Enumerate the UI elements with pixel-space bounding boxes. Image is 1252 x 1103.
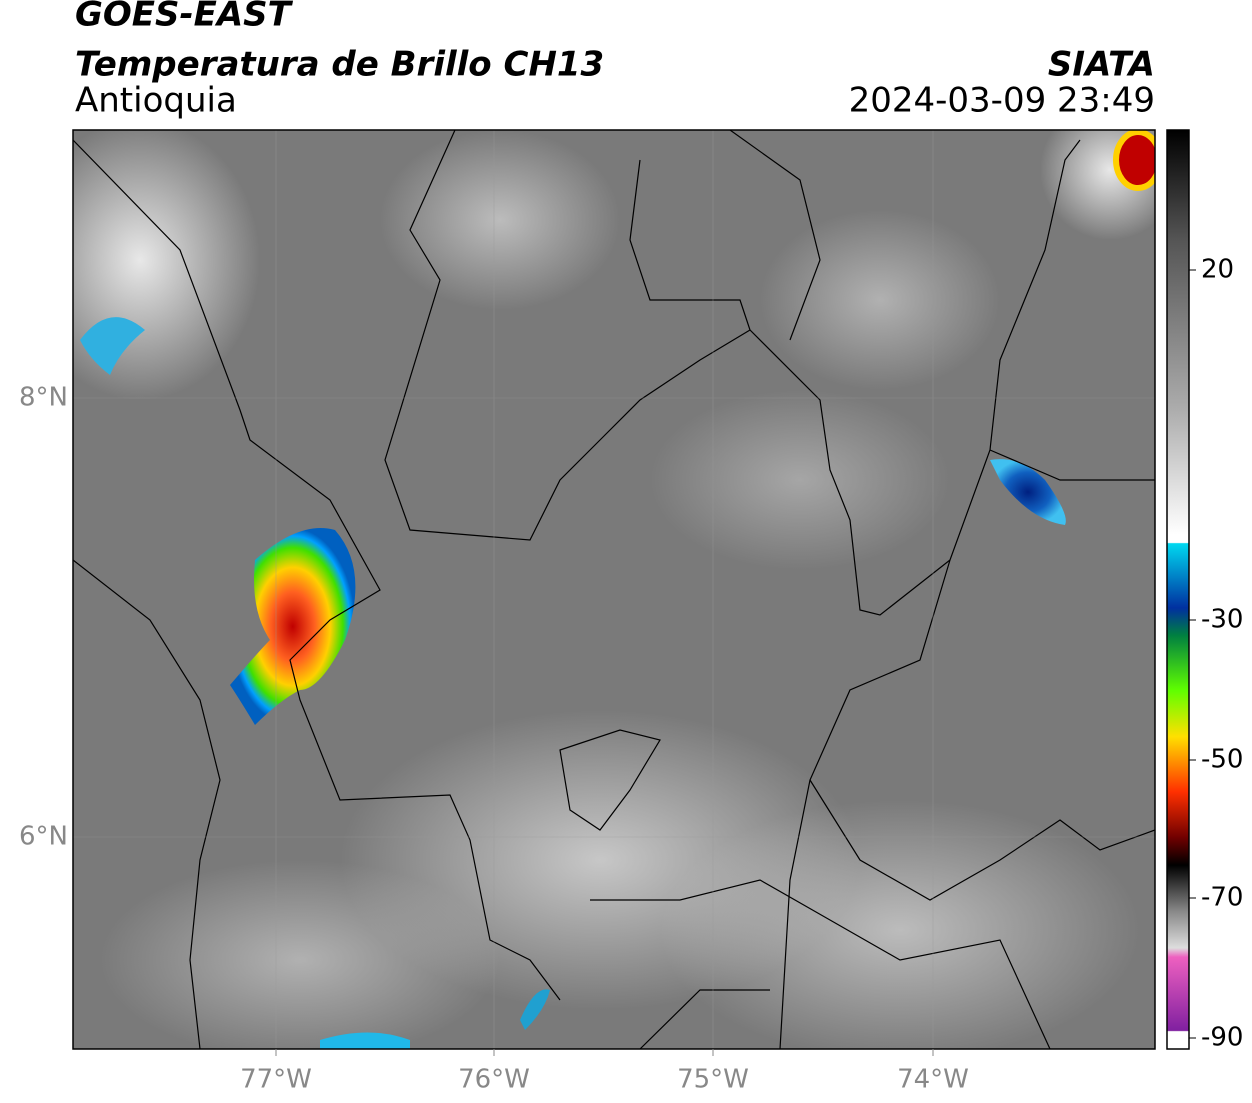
colorbar-label: -70: [1201, 883, 1243, 913]
lon-label: 77°W: [240, 1065, 312, 1095]
colorbar-label: -50: [1201, 745, 1243, 775]
colorbar-label: -30: [1201, 605, 1243, 635]
lon-label: 75°W: [677, 1065, 749, 1095]
colorbar-label: 20: [1201, 255, 1234, 285]
subtitle: Temperatura de Brillo CH13: [75, 45, 604, 85]
lat-label: 6°N: [19, 822, 68, 852]
lat-label: 8°N: [19, 383, 68, 413]
title: GOES-EAST: [75, 0, 294, 35]
colorbar-label: -90: [1201, 1023, 1243, 1053]
map-image: [73, 130, 1155, 1049]
source: SIATA: [1048, 45, 1155, 85]
map-frame: [72, 129, 1156, 1050]
datetime: 2024-03-09 23:49: [849, 81, 1155, 121]
lon-label: 74°W: [897, 1065, 969, 1095]
region: Antioquia: [75, 81, 237, 121]
colorbar: [1166, 129, 1190, 1050]
lon-label: 76°W: [458, 1065, 530, 1095]
